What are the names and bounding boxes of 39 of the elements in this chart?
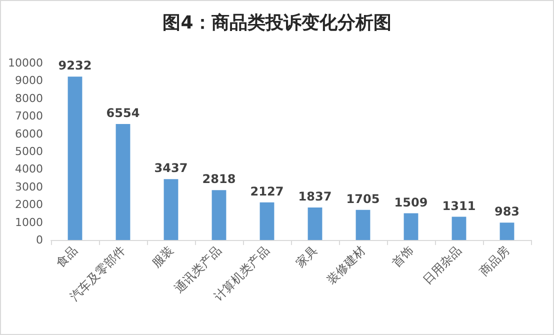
y-tick-label: 9000 [15,74,43,88]
x-tick-label: 食品 [53,243,80,270]
bar [500,222,514,240]
y-tick-label: 1000 [15,216,43,229]
y-tick-label: 10000 [8,56,43,70]
bar [116,124,130,240]
bar [356,210,370,240]
bar [452,216,466,240]
data-label: 1837 [298,189,332,204]
bar [212,190,226,240]
y-tick-label: 5000 [15,145,43,158]
data-label: 6554 [106,106,140,120]
x-tick-label: 商品房 [476,243,512,278]
data-label: 1705 [346,192,380,206]
y-tick-label: 0 [36,234,43,246]
data-label: 1509 [394,195,428,210]
x-tick-label: 服装 [149,243,176,270]
data-label: 3437 [154,161,188,176]
data-label: 9232 [58,58,92,73]
bar [404,213,418,240]
y-tick-label: 4000 [15,162,43,176]
x-tick-label: 首饰 [389,243,416,270]
data-label: 2818 [202,172,236,186]
data-label: 1311 [442,198,476,213]
y-tick-label: 8000 [15,92,43,105]
data-label: 983 [494,204,520,219]
data-label: 2127 [250,184,284,198]
x-tick-label: 家具 [293,243,320,270]
x-tick-label: 装修建材 [324,243,368,287]
bar [260,202,274,240]
x-tick-label: 日用杂品 [420,243,464,287]
bar [308,207,322,240]
y-tick-label: 2000 [15,198,43,212]
bar [164,179,178,240]
chart-title: 图4：商品类投诉变化分析图 [162,12,392,34]
y-tick-label: 3000 [15,180,43,194]
bar [68,76,82,240]
y-tick-label: 7000 [15,110,43,123]
y-tick-label: 6000 [15,127,43,140]
